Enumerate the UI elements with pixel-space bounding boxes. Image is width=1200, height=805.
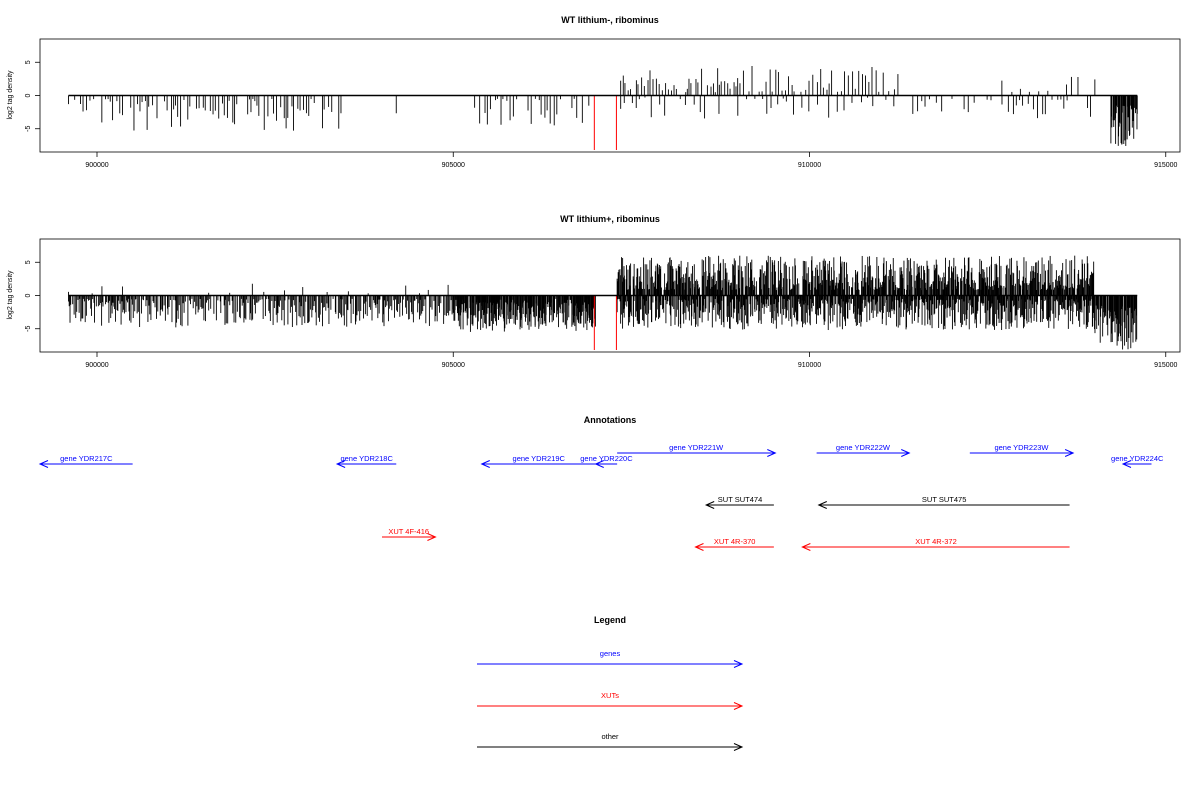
feature-label: gene YDR220C <box>580 454 633 463</box>
feature-label: gene YDR217C <box>60 454 113 463</box>
feature-label: XUT 4F-416 <box>388 527 429 536</box>
density-bars <box>68 255 1138 350</box>
legend-items: genes XUTs other <box>477 649 744 751</box>
legend-label: XUTs <box>601 691 619 700</box>
feature-label: gene YDR224C <box>1111 454 1164 463</box>
feature-arrow: gene YDR224C <box>1111 454 1164 468</box>
feature-arrow: gene YDR221W <box>617 443 777 457</box>
feature-arrow: XUT 4F-416 <box>382 527 437 541</box>
arrow-head <box>767 449 777 457</box>
arrow-head <box>733 660 744 668</box>
feature-arrow: gene YDR223W <box>969 443 1075 457</box>
legend-label: genes <box>600 649 621 658</box>
feature-label: XUT 4R-372 <box>915 537 957 546</box>
x-tick-label: 915000 <box>1154 162 1177 169</box>
legend-item: other <box>477 732 744 751</box>
arrow-head <box>335 460 346 468</box>
x-tick-label: 900000 <box>85 362 108 369</box>
feature-arrow: gene YDR222W <box>816 443 911 457</box>
arrow-head <box>1121 460 1132 468</box>
feature-label: XUT 4R-370 <box>714 537 756 546</box>
feature-arrow: gene YDR219C <box>480 454 596 468</box>
panel-lithium-plus: WT lithium+, ribominus log2 tag density … <box>7 214 1181 369</box>
density-bars <box>68 66 1138 146</box>
x-tick-label: 905000 <box>442 362 465 369</box>
annotations-track: Annotations gene YDR217C gene YDR218C gene… <box>38 415 1164 551</box>
annotations-title: Annotations <box>584 415 637 425</box>
feature-arrow: gene YDR217C <box>38 454 133 468</box>
feature-label: SUT SUT475 <box>922 495 966 504</box>
legend: Legend genes XUTs other <box>477 615 744 751</box>
feature-label: gene YDR219C <box>513 454 566 463</box>
x-tick-label: 910000 <box>798 362 821 369</box>
feature-label: gene YDR222W <box>836 443 891 452</box>
x-tick-label: 915000 <box>1154 362 1177 369</box>
y-tick-label: 5 <box>25 260 32 264</box>
feature-label: gene YDR218C <box>340 454 393 463</box>
legend-label: other <box>601 732 619 741</box>
legend-title: Legend <box>594 615 626 625</box>
feature-arrow: XUT 4R-372 <box>801 537 1070 551</box>
arrow-head <box>694 543 704 551</box>
arrow-head <box>801 543 811 551</box>
feature-arrow: gene YDR218C <box>335 454 397 468</box>
x-tick-label: 910000 <box>798 162 821 169</box>
arrow-head <box>594 460 604 468</box>
arrow-head <box>901 449 911 457</box>
red-markers <box>593 95 617 151</box>
legend-item: XUTs <box>477 691 744 710</box>
y-tick-label: 5 <box>25 60 32 64</box>
arrow-head <box>817 501 827 509</box>
x-axis: 900000 905000 910000 915000 <box>85 152 1178 169</box>
x-tick-label: 900000 <box>85 162 108 169</box>
arrow-head <box>38 460 49 468</box>
y-axis-label: log2 tag density <box>7 70 14 120</box>
feature-arrow: SUT SUT474 <box>704 495 774 509</box>
y-axis: 5 0 -5 <box>25 60 40 132</box>
x-tick-label: 905000 <box>442 162 465 169</box>
y-tick-label: -5 <box>25 126 32 132</box>
y-tick-label: 0 <box>25 293 32 297</box>
panel-title: WT lithium+, ribominus <box>560 214 660 224</box>
arrow-head <box>427 533 437 541</box>
x-axis: 900000 905000 910000 915000 <box>85 352 1178 369</box>
feature-arrows: gene YDR217C gene YDR218C gene YDR219C gene… <box>38 443 1164 551</box>
arrow-head <box>704 501 715 509</box>
feature-label: gene YDR221W <box>669 443 724 452</box>
feature-arrow: SUT SUT475 <box>817 495 1070 509</box>
y-tick-label: -5 <box>25 326 32 332</box>
panel-title: WT lithium-, ribominus <box>561 15 659 25</box>
arrow-head <box>480 460 490 468</box>
legend-item: genes <box>477 649 744 668</box>
panel-lithium-minus: WT lithium-, ribominus log2 tag density … <box>7 15 1181 169</box>
feature-arrow: gene YDR220C <box>580 454 633 468</box>
y-axis: 5 0 -5 <box>25 260 40 332</box>
feature-arrow: XUT 4R-370 <box>694 537 774 551</box>
y-tick-label: 0 <box>25 93 32 97</box>
arrow-head <box>733 743 744 751</box>
feature-label: SUT SUT474 <box>718 495 762 504</box>
arrow-head <box>1064 449 1075 457</box>
arrow-head <box>733 702 744 710</box>
y-axis-label: log2 tag density <box>7 270 14 320</box>
feature-label: gene YDR223W <box>994 443 1049 452</box>
red-markers <box>593 295 617 351</box>
